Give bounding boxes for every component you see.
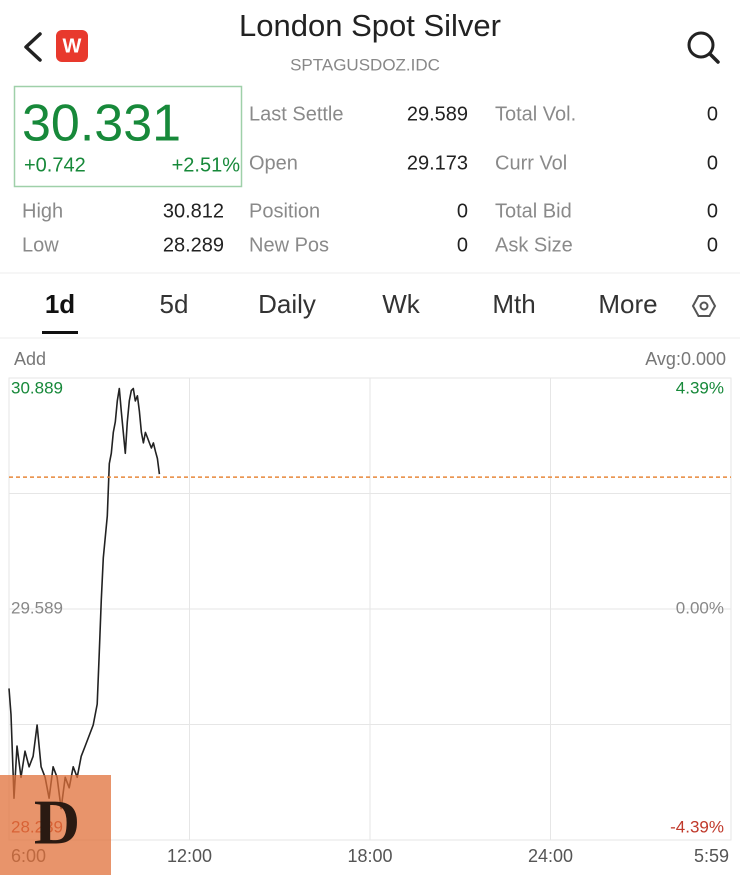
average-label: Avg:0.000 bbox=[645, 349, 726, 369]
stat-value: 29.589 bbox=[407, 103, 468, 125]
stat-label: High bbox=[22, 200, 63, 222]
stat-label: Total Bid bbox=[495, 200, 572, 222]
tab[interactable]: 1d bbox=[45, 289, 75, 319]
tab[interactable]: Mth bbox=[492, 289, 535, 319]
stats: Last Settle 29.589 Total Vol. 0 Open 29.173 Cu… bbox=[22, 103, 718, 256]
tab[interactable]: Wk bbox=[382, 289, 421, 319]
stat-label: Low bbox=[22, 234, 59, 256]
stat-label: Position bbox=[249, 200, 320, 222]
tab[interactable]: 5d bbox=[160, 289, 189, 319]
tab[interactable]: Daily bbox=[258, 289, 316, 319]
search-button[interactable] bbox=[687, 31, 720, 64]
symbol-code: SPTAGUSDOZ.IDC bbox=[290, 55, 440, 74]
add-button[interactable]: Add bbox=[14, 349, 46, 369]
price-line bbox=[8, 387, 161, 810]
tab[interactable]: More bbox=[598, 289, 657, 319]
chart: 28.28929.58930.889-4.39%0.00%4.39%6:0012… bbox=[8, 377, 732, 866]
x-tick-label: 18:00 bbox=[347, 846, 392, 866]
last-price: 30.331 bbox=[22, 95, 181, 153]
price-box bbox=[13, 85, 243, 188]
y-tick-label: 30.889 bbox=[11, 378, 63, 397]
price-change: +0.742 bbox=[24, 154, 86, 176]
y2-tick-label: 4.39% bbox=[676, 378, 724, 397]
y-tick-label: 29.589 bbox=[11, 598, 63, 617]
x-tick-label: 5:59 bbox=[694, 846, 729, 866]
price-change-pct: +2.51% bbox=[172, 154, 241, 176]
x-tick-label: 12:00 bbox=[167, 846, 212, 866]
tabs: 1d 5d Daily Wk Mth More bbox=[42, 289, 658, 334]
stat-label: Last Settle bbox=[249, 103, 344, 125]
stat-value: 0 bbox=[707, 152, 718, 174]
tab-indicator bbox=[42, 331, 78, 334]
stat-value: 0 bbox=[707, 200, 718, 222]
watermark bbox=[0, 775, 111, 875]
stat-value: 0 bbox=[457, 200, 468, 222]
stat-value: 29.173 bbox=[407, 152, 468, 174]
y2-tick-label: -4.39% bbox=[670, 817, 724, 836]
stat-value: 0 bbox=[457, 234, 468, 256]
watermark-text: D bbox=[34, 787, 80, 858]
stat-value: 0 bbox=[707, 103, 718, 125]
stat-label: Open bbox=[249, 152, 298, 174]
stat-label: New Pos bbox=[249, 234, 329, 256]
stat-label: Curr Vol bbox=[495, 152, 567, 174]
stat-value: 0 bbox=[707, 234, 718, 256]
x-tick-label: 24:00 bbox=[528, 846, 573, 866]
logo bbox=[56, 30, 88, 62]
stat-value: 28.289 bbox=[163, 234, 224, 256]
logo-text: W bbox=[63, 35, 82, 57]
stat-label: Ask Size bbox=[495, 234, 573, 256]
stat-value: 30.812 bbox=[163, 200, 224, 222]
stat-label: Total Vol. bbox=[495, 103, 576, 125]
y2-tick-label: 0.00% bbox=[676, 598, 724, 617]
settings-button[interactable] bbox=[691, 295, 717, 317]
back-button[interactable] bbox=[24, 32, 42, 62]
title: London Spot Silver bbox=[239, 8, 501, 43]
